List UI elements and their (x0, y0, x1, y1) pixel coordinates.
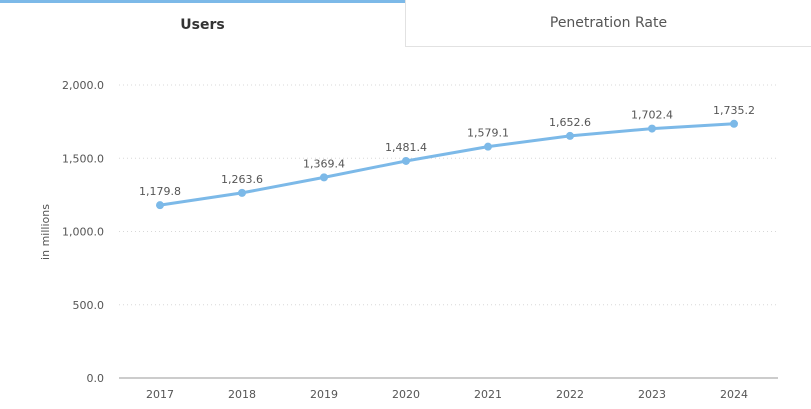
data-label: 1,179.8 (139, 185, 181, 198)
data-point (484, 142, 492, 151)
data-point (402, 156, 410, 165)
tab-users-label: Users (180, 17, 225, 33)
data-label: 1,481.4 (385, 141, 427, 154)
tab-users[interactable]: Users (0, 0, 405, 47)
x-tick-label: 2020 (392, 388, 420, 401)
data-label: 1,369.4 (303, 157, 345, 170)
tab-penetration-rate-label: Penetration Rate (549, 15, 668, 31)
y-axis-label: in millions (39, 204, 52, 260)
data-point (320, 173, 328, 182)
data-point (156, 201, 164, 210)
x-tick-label: 2023 (638, 388, 666, 401)
y-tick-label: 1,500.0 (62, 152, 104, 165)
x-tick-label: 2018 (228, 388, 256, 401)
data-label: 1,702.4 (631, 109, 673, 122)
data-label: 1,579.1 (467, 127, 509, 140)
x-tick-label: 2024 (720, 388, 748, 401)
data-point (238, 188, 246, 197)
y-tick-label: 2,000.0 (62, 79, 104, 92)
x-tick-label: 2019 (310, 388, 338, 401)
data-label: 1,263.6 (221, 173, 263, 186)
y-tick-label: 1,000.0 (62, 226, 104, 239)
x-tick-label: 2017 (146, 388, 174, 401)
data-point (648, 124, 656, 133)
data-point (566, 131, 574, 140)
x-tick-label: 2021 (474, 388, 502, 401)
data-point (730, 119, 738, 128)
x-tick-label: 2022 (556, 388, 584, 401)
data-label: 1,735.2 (713, 104, 755, 117)
data-label: 1,652.6 (549, 116, 591, 129)
tab-penetration-rate[interactable]: Penetration Rate (405, 0, 811, 47)
y-tick-label: 500.0 (73, 299, 105, 312)
series-line (159, 122, 735, 207)
y-tick-label: 0.0 (87, 372, 105, 385)
